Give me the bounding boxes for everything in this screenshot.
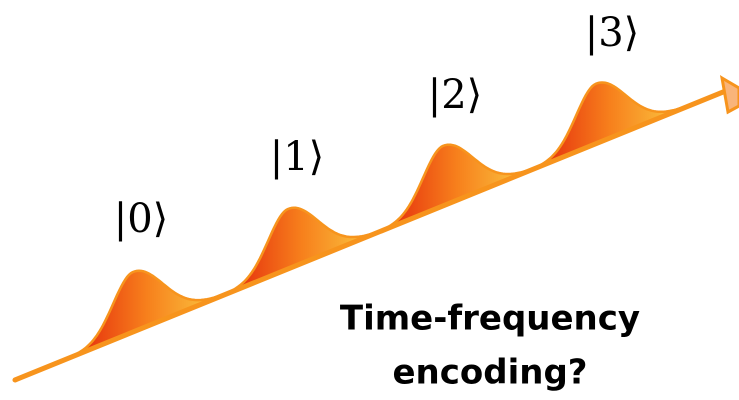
pulse — [383, 143, 547, 230]
ket-label: |3⟩ — [585, 10, 640, 56]
ket-label: |1⟩ — [270, 134, 325, 180]
caption-line: Time-frequency — [340, 299, 640, 339]
pulses — [73, 81, 700, 357]
ket-label: |2⟩ — [428, 72, 483, 118]
time-axis — [12, 87, 731, 383]
ket-label: |0⟩ — [114, 196, 169, 242]
pulse — [73, 269, 237, 357]
pulse — [536, 81, 700, 168]
pulse — [228, 206, 392, 293]
caption-line: encoding? — [392, 353, 587, 393]
arrow-head — [719, 75, 739, 115]
